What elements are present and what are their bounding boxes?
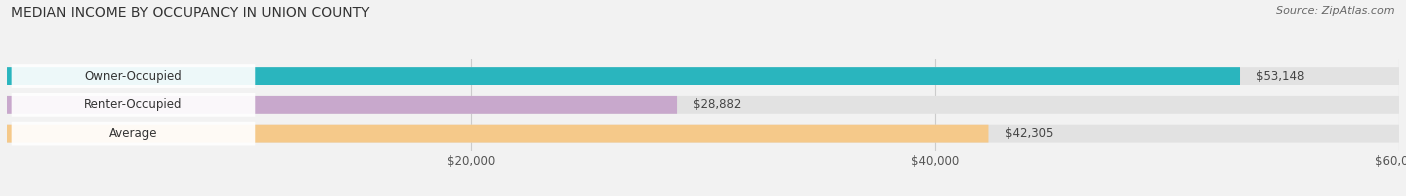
FancyBboxPatch shape	[7, 67, 1399, 85]
FancyBboxPatch shape	[11, 93, 256, 117]
FancyBboxPatch shape	[7, 96, 678, 114]
Text: $53,148: $53,148	[1256, 70, 1305, 83]
Text: Renter-Occupied: Renter-Occupied	[84, 98, 183, 111]
Text: MEDIAN INCOME BY OCCUPANCY IN UNION COUNTY: MEDIAN INCOME BY OCCUPANCY IN UNION COUN…	[11, 6, 370, 20]
FancyBboxPatch shape	[7, 96, 1399, 114]
FancyBboxPatch shape	[11, 122, 256, 145]
FancyBboxPatch shape	[7, 125, 988, 142]
Text: Average: Average	[110, 127, 157, 140]
Text: $42,305: $42,305	[1005, 127, 1053, 140]
FancyBboxPatch shape	[11, 64, 256, 88]
FancyBboxPatch shape	[7, 125, 1399, 142]
Text: Owner-Occupied: Owner-Occupied	[84, 70, 183, 83]
Text: $28,882: $28,882	[693, 98, 742, 111]
FancyBboxPatch shape	[7, 67, 1240, 85]
Text: Source: ZipAtlas.com: Source: ZipAtlas.com	[1277, 6, 1395, 16]
